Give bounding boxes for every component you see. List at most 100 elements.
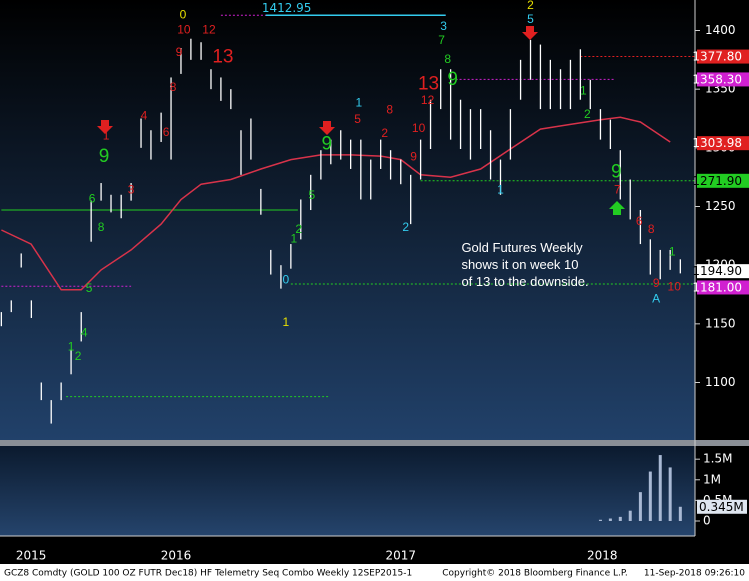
count-label: 2 — [584, 107, 591, 121]
count-label: 10 — [177, 23, 191, 37]
volume-bar — [648, 471, 652, 521]
moving-average — [1, 116, 671, 291]
count-label: 13 — [418, 73, 439, 94]
footer-center: Copyright© 2018 Bloomberg Finance L.P. — [442, 569, 627, 579]
count-label: 12 — [421, 93, 435, 107]
count-label: 8 — [98, 220, 105, 234]
y-tick-label: 1100 — [705, 375, 736, 389]
footer-left: GCZ8 Comdty (GOLD 100 OZ FUTR Dec18) HF … — [4, 569, 412, 579]
volume-bar — [598, 519, 602, 521]
sell-arrow — [319, 121, 335, 135]
plot-layer: 1100115012001250130013501400201520162017… — [0, 0, 749, 563]
price-tag-label: 1377.80 — [692, 50, 742, 64]
x-tick-label: 2016 — [161, 549, 192, 563]
count-label: 1 — [290, 232, 297, 246]
price-tag-label: 1358.30 — [692, 72, 742, 86]
y-tick-label: 1400 — [705, 23, 736, 37]
price-tag — [697, 280, 749, 295]
price-tag — [697, 136, 749, 151]
count-label: 1 — [580, 84, 587, 98]
count-label: 1 — [283, 315, 290, 329]
volume-bar — [618, 516, 622, 521]
panel-separator — [0, 440, 749, 446]
volume-tick-label: 1.5M — [703, 452, 732, 466]
count-label: 6 — [163, 125, 170, 139]
count-label: 9 — [447, 69, 458, 90]
count-label: 3 — [440, 19, 447, 33]
count-label: 13 — [212, 47, 233, 68]
price-tag-label: 1181.00 — [692, 280, 742, 294]
note-text: shows it on week 10 — [461, 257, 578, 272]
price-tag — [697, 264, 749, 279]
count-label: 8 — [170, 80, 177, 94]
count-label: 5 — [309, 188, 316, 202]
count-label: 0 — [283, 273, 290, 287]
count-label: 2 — [527, 0, 534, 12]
x-tick-label: 2017 — [385, 549, 416, 563]
y-tick-label: 1150 — [705, 316, 736, 330]
count-label: 7 — [614, 182, 621, 196]
buy-arrow — [609, 201, 625, 215]
volume-bar — [638, 492, 642, 521]
sell-arrow — [97, 120, 113, 134]
volume-tag — [697, 499, 747, 514]
footer-right: 11-Sep-2018 09:26:10 — [644, 569, 745, 579]
price-tag-label: 1303.98 — [692, 136, 742, 150]
count-label: A — [652, 291, 660, 305]
volume-panel — [0, 446, 695, 536]
count-label: 4 — [141, 108, 148, 122]
count-label: 9 — [321, 133, 332, 154]
volume-tag-label: 0.345M — [699, 500, 744, 514]
count-label: 9 — [99, 146, 110, 167]
count-label: 5 — [354, 112, 361, 126]
count-label: 2 — [75, 349, 82, 363]
count-label: 9 — [410, 149, 417, 163]
high-label: 1412.95 — [262, 1, 312, 15]
count-label: 2 — [295, 222, 302, 236]
price-tag — [697, 173, 749, 188]
volume-bar — [668, 467, 672, 521]
count-label: 2 — [381, 126, 388, 140]
x-tick-label: 2015 — [16, 549, 47, 563]
count-label: 2 — [402, 220, 409, 234]
count-label: 8 — [648, 222, 655, 236]
count-label: 9 — [176, 45, 183, 59]
count-label: 8 — [444, 52, 451, 66]
count-label: 10 — [412, 121, 426, 135]
note-text: Gold Futures Weekly — [461, 240, 583, 255]
y-tick-label: 1250 — [705, 199, 736, 213]
count-label: 5 — [527, 12, 534, 26]
volume-tick-label: 1M — [703, 472, 721, 486]
price-tag — [697, 49, 749, 64]
count-label: 0 — [180, 7, 187, 21]
count-label: 1 — [669, 244, 676, 258]
count-label: 9 — [611, 161, 622, 182]
footer-bar — [0, 564, 749, 581]
volume-tick-label: 0 — [703, 513, 711, 527]
count-label: 6 — [89, 192, 96, 206]
volume-bar — [658, 455, 662, 521]
price-tag-label: 1271.90 — [692, 174, 742, 188]
count-label: 8 — [386, 102, 393, 116]
count-label: 5 — [86, 281, 93, 295]
count-label: 12 — [202, 23, 216, 37]
count-label: 1 — [355, 95, 362, 109]
price-tag — [697, 72, 749, 87]
price-tag-label: 1194.90 — [692, 264, 742, 278]
count-label: 10 — [668, 280, 682, 294]
count-label: 4 — [81, 325, 88, 339]
volume-bar — [608, 518, 612, 521]
volume-bar — [628, 510, 632, 521]
volume-bar — [678, 506, 682, 521]
count-label: 9 — [653, 276, 660, 290]
count-label: 3 — [128, 182, 135, 196]
count-label: 7 — [438, 33, 445, 47]
note-text: of 13 to the downside. — [461, 274, 588, 289]
count-label: 1 — [497, 182, 504, 196]
count-label: 1 — [68, 339, 75, 353]
x-tick-label: 2018 — [587, 549, 618, 563]
price-panel — [0, 0, 695, 440]
sell-arrow — [522, 26, 538, 40]
count-label: 1 — [103, 128, 110, 142]
